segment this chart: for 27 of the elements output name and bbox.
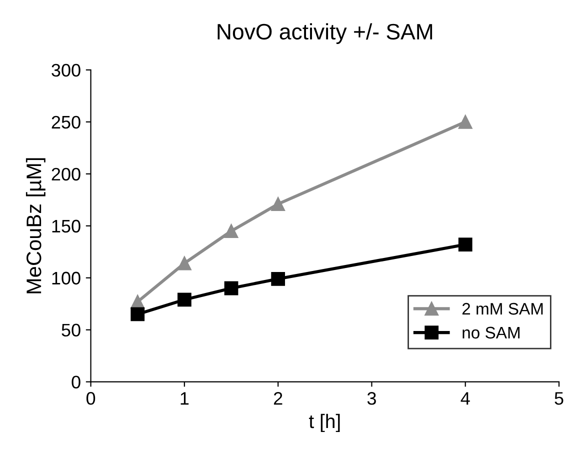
point <box>458 114 472 129</box>
y-axis-title: MeCouBz [µM] <box>26 158 46 294</box>
point <box>130 307 145 322</box>
y-tick-label: 300 <box>52 64 80 77</box>
point <box>177 292 192 307</box>
x-tick-label: 1 <box>180 392 189 405</box>
point <box>224 281 238 296</box>
x-axis-title: t [h] <box>308 414 340 432</box>
x-tick-label: 3 <box>367 392 376 405</box>
x-tick-label: 0 <box>86 392 96 405</box>
x-tick-label: 5 <box>554 392 564 405</box>
chart-title: NovO activity +/- SAM <box>218 23 432 44</box>
y-tick-label: 50 <box>62 324 80 337</box>
point <box>177 256 192 270</box>
point <box>458 238 472 252</box>
y-tick-label: 150 <box>52 220 80 233</box>
y-tick-label: 0 <box>72 376 80 389</box>
y-tick-label: 100 <box>52 272 80 285</box>
legend-label: 2 mM SAM <box>462 302 543 315</box>
y-tick-label: 250 <box>52 116 80 129</box>
point <box>271 197 286 211</box>
y-tick-label: 200 <box>52 168 80 181</box>
x-tick-label: 2 <box>274 392 282 405</box>
point <box>224 224 238 238</box>
x-tick-label: 4 <box>460 392 470 405</box>
point <box>271 272 286 286</box>
legend-label: no SAM <box>462 326 520 339</box>
